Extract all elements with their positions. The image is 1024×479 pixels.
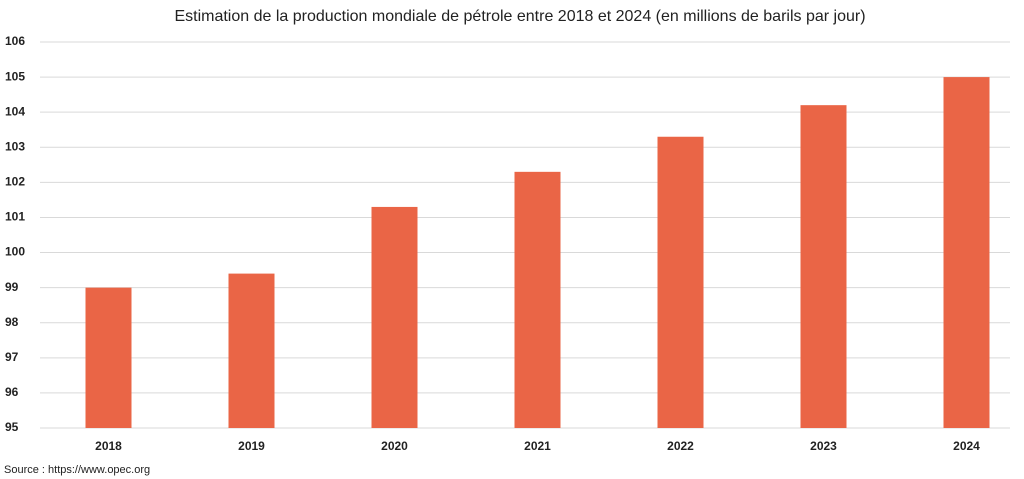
chart-title: Estimation de la production mondiale de … [174,8,865,25]
bar [657,136,704,428]
bar [800,105,847,428]
x-tick-label: 2018 [95,439,122,453]
y-tick-label: 98 [5,315,19,329]
y-tick-label: 102 [5,175,25,189]
y-tick-label: 104 [5,104,25,118]
y-tick-label: 96 [5,385,19,399]
y-tick-label: 105 [5,69,25,83]
bar [371,206,418,428]
bar [943,77,990,428]
x-tick-label: 2021 [524,439,551,453]
y-tick-label: 95 [5,420,19,434]
y-tick-label: 97 [5,350,19,364]
x-tick-label: 2020 [381,439,408,453]
y-tick-label: 100 [5,245,25,259]
bar [514,171,561,428]
y-tick-label: 99 [5,280,19,294]
bar [228,273,275,428]
x-tick-label: 2019 [238,439,265,453]
x-tick-label: 2024 [953,439,980,453]
y-tick-label: 106 [5,34,25,48]
x-tick-label: 2023 [810,439,837,453]
bar [85,287,132,428]
x-tick-label: 2022 [667,439,694,453]
source-note: Source : https://www.opec.org [4,464,150,476]
y-tick-label: 101 [5,210,25,224]
y-tick-label: 103 [5,139,25,153]
